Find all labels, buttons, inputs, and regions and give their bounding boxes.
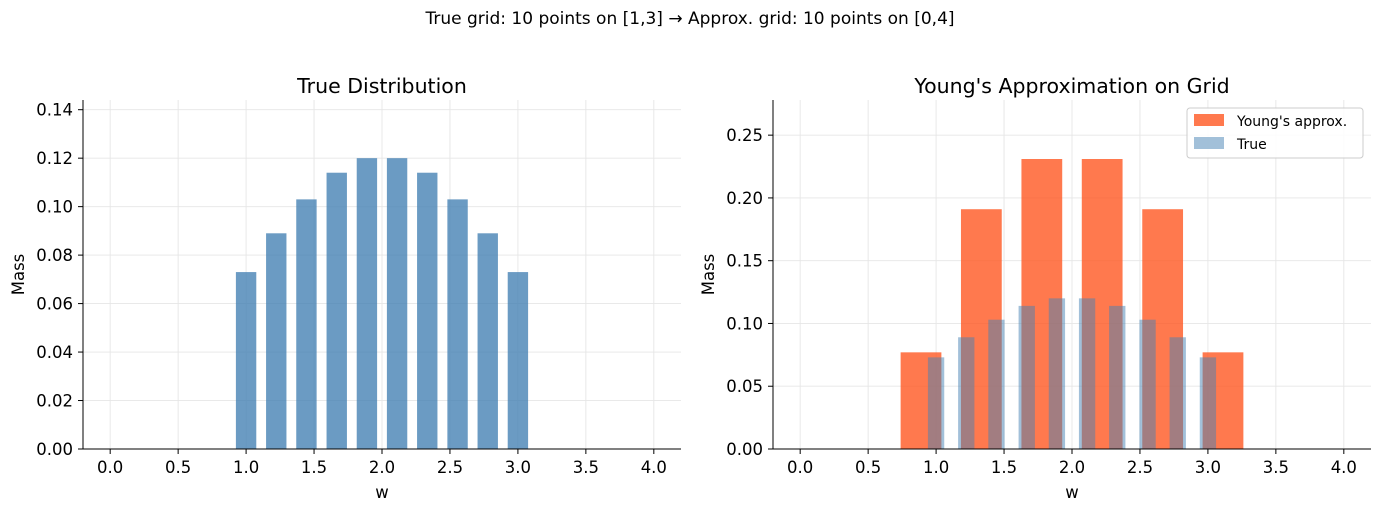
x-tick-label: 0.0: [787, 458, 813, 477]
y-tick-label: 0.02: [36, 392, 73, 411]
bar-true: [1109, 305, 1126, 449]
bar-series: [296, 199, 317, 449]
bars: [235, 158, 529, 450]
x-tick-label: 0.5: [165, 458, 191, 477]
figure-suptitle: True grid: 10 points on [1,3] → Approx. …: [424, 9, 954, 29]
bar-series: [326, 172, 347, 450]
bar-series: [477, 233, 498, 449]
y-tick-label: 0.00: [36, 440, 73, 459]
bar-series: [235, 272, 257, 449]
x-tick-label: 0.5: [855, 458, 881, 477]
grid-lines: [83, 100, 681, 450]
x-tick-label: 3.0: [1195, 458, 1221, 477]
x-tick-label: 1.5: [991, 458, 1017, 477]
y-tick-label: 0.04: [36, 343, 73, 362]
true-distribution-panel: 0.0 0.5 1.0 1.5 2.0 2.5 3.0 3.5 4.0 0.00 0.02 0.04 0…: [9, 74, 681, 502]
y-axis-label: Mass: [699, 254, 718, 296]
y-tick-label: 0.25: [726, 126, 763, 145]
y-tick-label: 0.15: [726, 252, 763, 271]
bar-true: [927, 357, 945, 449]
x-axis-label: w: [375, 483, 389, 502]
y-tick-label: 0.05: [726, 377, 763, 396]
bar-series: [266, 233, 287, 449]
y-tick-label: 0.08: [36, 246, 73, 265]
y-tick-label: 0.10: [726, 314, 763, 333]
bar-true: [1018, 305, 1035, 449]
y-tick-label: 0.12: [36, 149, 73, 168]
x-tick-label: 4.0: [641, 458, 667, 477]
bar-true: [1139, 319, 1156, 449]
x-tick-label: 3.5: [573, 458, 599, 477]
legend-frame: [1186, 107, 1364, 159]
x-tick-label: 2.5: [1127, 458, 1153, 477]
y-tick-label: 0.10: [36, 198, 73, 217]
x-tick-label: 0.0: [97, 458, 123, 477]
x-tick-label: 4.0: [1331, 458, 1357, 477]
youngs-approximation-panel: 0.0 0.5 1.0 1.5 2.0 2.5 3.0 3.5 4.0 0.00 0.05 0.10 0…: [699, 74, 1371, 502]
legend-label-true: True: [1236, 137, 1267, 153]
y-axis-label: Mass: [9, 254, 28, 296]
x-tick-label: 1.5: [301, 458, 327, 477]
bar-true: [958, 337, 975, 449]
x-tick-label: 3.0: [505, 458, 531, 477]
bar-true: [1199, 357, 1217, 449]
y-tick-label: 0.20: [726, 189, 763, 208]
x-axis-label: w: [1065, 483, 1079, 502]
bar-true: [1078, 298, 1096, 449]
tick-labels: 0.0 0.5 1.0 1.5 2.0 2.5 3.0 3.5 4.0 0.00 0.02 0.04 0…: [36, 101, 667, 477]
bars: [900, 159, 1244, 449]
chart-title: True Distribution: [296, 74, 467, 98]
bar-true: [1048, 298, 1066, 449]
chart-title: Young's Approximation on Grid: [913, 74, 1229, 98]
legend-label-youngs-approx: Young's approx.: [1236, 114, 1347, 130]
legend-swatch-youngs-approx: [1194, 114, 1224, 126]
bar-series: [386, 158, 408, 449]
x-tick-label: 2.0: [1059, 458, 1085, 477]
y-tick-label: 0.06: [36, 295, 73, 314]
tick-labels: 0.0 0.5 1.0 1.5 2.0 2.5 3.0 3.5 4.0 0.00 0.05 0.10 0…: [726, 126, 1357, 477]
bar-true: [988, 319, 1005, 449]
bar-true: [1169, 337, 1186, 449]
legend: Young's approx. True: [1186, 107, 1364, 159]
y-tick-label: 0.14: [36, 101, 73, 120]
x-tick-label: 2.5: [437, 458, 463, 477]
y-tick-label: 0.00: [726, 440, 763, 459]
bar-series: [447, 199, 468, 449]
bar-series: [507, 272, 529, 449]
x-tick-label: 1.0: [923, 458, 949, 477]
legend-swatch-true: [1194, 137, 1224, 149]
bar-series: [356, 158, 378, 449]
bar-series: [417, 172, 438, 450]
x-tick-label: 1.0: [233, 458, 259, 477]
x-tick-label: 2.0: [369, 458, 395, 477]
x-tick-label: 3.5: [1263, 458, 1289, 477]
